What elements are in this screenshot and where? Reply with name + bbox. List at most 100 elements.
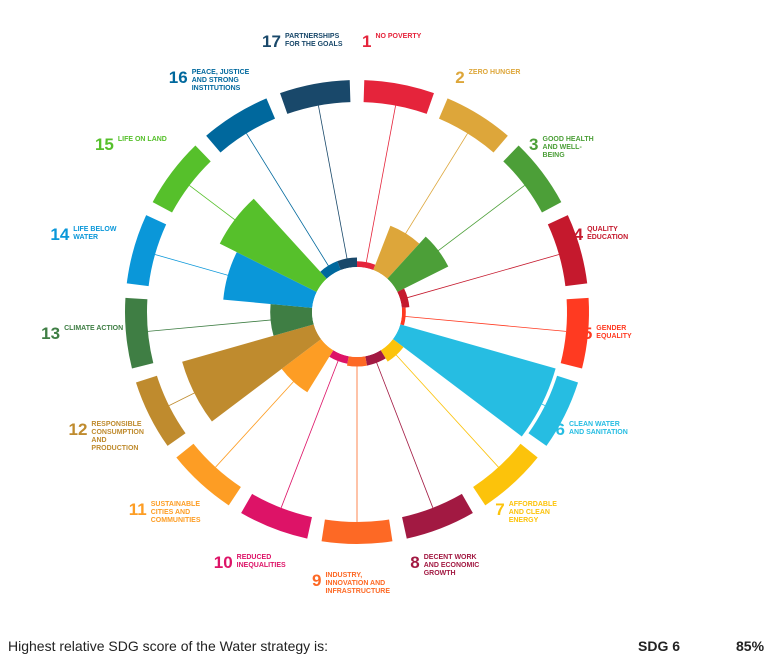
ring-segment <box>473 443 538 506</box>
spoke <box>318 105 350 268</box>
spoke <box>387 344 499 468</box>
goal-number: 14 <box>50 224 70 244</box>
goal-label: 9 Industry, innovation and infrastructure <box>312 572 432 596</box>
goal-name: Partnerships for the goals <box>284 32 343 48</box>
wedge <box>392 324 556 437</box>
footer-score: 85% <box>736 638 765 654</box>
goal-number: 12 <box>68 420 88 440</box>
wedge <box>357 261 376 271</box>
goal-name: Quality education <box>587 225 629 241</box>
goal-name: Clean water and sanitation <box>568 421 628 437</box>
spoke <box>364 105 396 268</box>
goal-label: 10 Reduced inequalities <box>214 554 334 571</box>
goal-label: 12 Responsible consumption and production <box>69 421 189 453</box>
goal-number: 7 <box>495 500 505 519</box>
ring-segment <box>124 297 154 369</box>
spoke <box>246 133 334 274</box>
footer: Highest relative SDG score of the Water … <box>0 634 784 658</box>
goal-name: Reduced inequalities <box>236 553 286 569</box>
goal-number: 8 <box>410 552 420 572</box>
footer-goal: SDG 6 <box>638 638 681 654</box>
goal-name: Affordable and clean energy <box>508 501 557 524</box>
ring-segment <box>280 80 351 114</box>
goal-label: 2 Zero hunger <box>455 69 575 86</box>
goal-label: 11 Sustainable cities and communities <box>129 501 249 525</box>
goal-name: Peace, justice and strong institutions <box>191 68 250 92</box>
goal-number: 3 <box>529 135 539 155</box>
goal-name: Climate action <box>64 325 124 333</box>
wedge <box>380 339 404 362</box>
wedge <box>373 225 420 279</box>
goal-label: 15 Life on land <box>95 136 215 153</box>
goal-number: 6 <box>555 420 565 440</box>
goal-name: Decent work and economic growth <box>423 553 480 577</box>
goal-name: Industry, innovation and infrastructure <box>325 572 391 595</box>
wedge <box>320 261 341 279</box>
spoke <box>400 254 560 301</box>
goal-name: Life below water <box>73 225 117 241</box>
goal-number: 16 <box>168 67 188 87</box>
ring-segment <box>560 297 589 369</box>
goal-number: 15 <box>94 135 114 155</box>
goal-number: 2 <box>455 67 465 87</box>
spoke <box>372 353 434 508</box>
goal-number: 13 <box>41 324 61 344</box>
ring-segment <box>528 375 579 446</box>
goal-name: Responsible consumption and production <box>91 421 144 453</box>
spoke <box>280 353 342 508</box>
goal-label: 1 No poverty <box>362 33 482 50</box>
ring-segment <box>152 145 211 213</box>
wedge <box>337 257 357 271</box>
ring-segment <box>503 145 562 213</box>
wedge <box>329 350 349 364</box>
goal-label: 13 Climate action <box>41 325 161 342</box>
goal-number: 10 <box>213 552 233 572</box>
wedge <box>387 236 449 292</box>
ring-segment <box>363 80 434 114</box>
goal-name: Life on land <box>117 136 167 144</box>
goal-label: 5 Gender equality <box>583 325 703 342</box>
wedge <box>281 339 334 393</box>
goal-name: Good health and well-being <box>542 136 594 160</box>
ring-segment <box>547 215 588 287</box>
goal-name: No poverty <box>375 32 422 40</box>
ring-segment <box>206 98 276 153</box>
footer-text: Highest relative SDG score of the Water … <box>8 638 329 654</box>
ring-segment <box>438 98 508 153</box>
goal-number: 5 <box>582 324 593 344</box>
wedge <box>400 307 406 326</box>
goal-label: 3 Good health and well-being <box>529 136 649 160</box>
wedge <box>397 288 410 308</box>
wedge <box>365 350 386 366</box>
center-hole <box>312 267 402 357</box>
ring-segment <box>402 493 473 539</box>
sdg-wheel <box>124 80 589 544</box>
goal-label: 7 Affordable and clean energy <box>495 501 615 525</box>
ring-segment <box>321 519 393 544</box>
goal-number: 4 <box>573 224 584 244</box>
goal-label: 14 Life below water <box>50 226 170 243</box>
goal-name: Gender equality <box>596 325 632 341</box>
ring-segment <box>135 375 186 446</box>
goal-label: 6 Clean water and sanitation <box>555 421 675 438</box>
goal-number: 17 <box>262 31 281 51</box>
ring-segment <box>126 215 167 287</box>
ring-segment <box>241 493 312 539</box>
goal-label: 4 Quality education <box>574 226 694 243</box>
spoke <box>401 315 567 332</box>
ring-segment <box>176 443 241 506</box>
goal-label: 17 Partnerships for the goals <box>262 33 382 50</box>
goal-name: Sustainable cities and communities <box>150 501 201 524</box>
goal-label: 16 Peace, justice and strong institutions <box>169 69 289 93</box>
wedge <box>219 198 327 292</box>
goal-name: Zero hunger <box>468 68 521 76</box>
wedge <box>223 252 317 308</box>
goal-number: 9 <box>312 571 322 590</box>
goal-number: 1 <box>361 31 372 51</box>
goal-label: 8 Decent work and economic growth <box>410 554 530 578</box>
wedge <box>270 303 314 336</box>
goal-number: 11 <box>128 500 147 519</box>
wedge <box>182 324 322 422</box>
wedge <box>346 356 368 367</box>
